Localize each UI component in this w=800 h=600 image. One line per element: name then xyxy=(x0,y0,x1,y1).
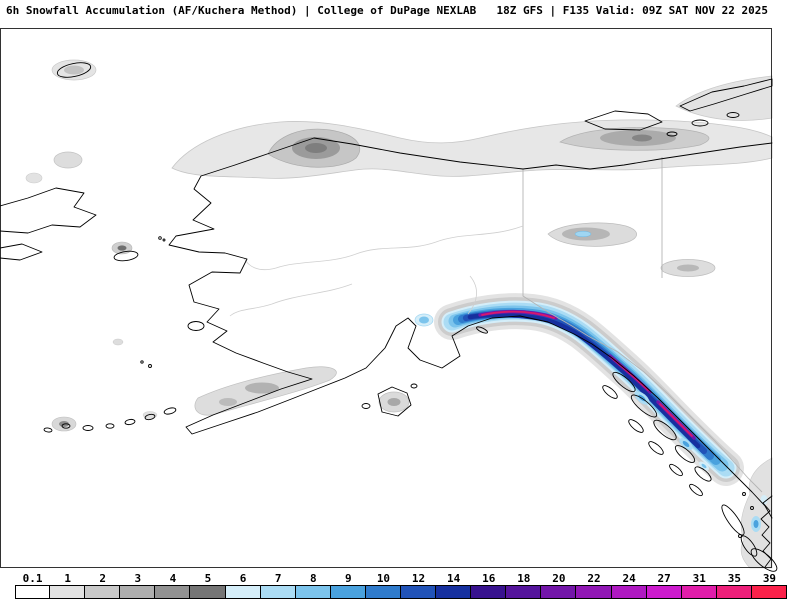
colorbar-tick-label: 18 xyxy=(517,572,531,585)
map-title: 6h Snowfall Accumulation (AF/Kuchera Met… xyxy=(6,4,477,17)
colorbar-swatch xyxy=(470,585,507,599)
colorbar-tick-label: 24 xyxy=(622,572,636,585)
colorbar-tick-label: 0.1 xyxy=(22,572,43,585)
colorbar-labels: 0.1 1 2 3 4 5 6 7 8 9 10 12 14 16 18 20 22 24 27 31 35 39 xyxy=(15,572,787,585)
colorbar-tick-label: 1 xyxy=(64,572,71,585)
colorbar-tick-label: 9 xyxy=(345,572,352,585)
colorbar-swatch xyxy=(15,585,51,599)
colorbar-swatch xyxy=(294,585,331,599)
colorbar-swatch xyxy=(259,585,296,599)
colorbar: 0.1 1 2 3 4 5 6 7 8 9 10 12 14 16 18 20 22 24 27 31 35 39 xyxy=(15,572,787,599)
colorbar-tick-label: 5 xyxy=(204,572,212,585)
snowfall-shading xyxy=(25,59,773,569)
colorbar-tick-label: 2 xyxy=(99,572,107,585)
colorbar-tick-label: 12 xyxy=(411,572,426,585)
colorbar-swatch xyxy=(49,585,86,599)
model-valid-time: 18Z GFS | F135 Valid: 09Z SAT NOV 22 202… xyxy=(496,4,768,17)
colorbar-swatch xyxy=(154,585,191,599)
colorbar-tick-label: 31 xyxy=(692,572,706,585)
colorbar-tick-label: 3 xyxy=(134,572,142,585)
colorbar-swatch xyxy=(680,585,717,599)
colorbar-tick-label: 8 xyxy=(309,572,317,585)
colorbar-swatch xyxy=(189,585,226,599)
colorbar-swatch xyxy=(364,585,401,599)
colorbar-swatch xyxy=(84,585,121,599)
colorbar-swatch xyxy=(329,585,366,599)
snow-band-gulf-coast xyxy=(434,293,744,486)
colorbar-swatch xyxy=(224,585,261,599)
colorbar-swatch xyxy=(435,585,472,599)
colorbar-swatches xyxy=(15,585,787,599)
colorbar-swatch xyxy=(399,585,437,599)
colorbar-swatch xyxy=(610,585,647,599)
political-borders xyxy=(522,157,763,493)
coastlines xyxy=(0,62,778,572)
colorbar-tick-label: 6 xyxy=(239,572,247,585)
colorbar-tick-label: 14 xyxy=(447,572,461,585)
colorbar-tick-label: 35 xyxy=(727,572,741,585)
colorbar-swatch xyxy=(540,585,577,599)
colorbar-tick-label: 22 xyxy=(587,572,601,585)
colorbar-swatch xyxy=(750,585,787,599)
colorbar-tick-label: 20 xyxy=(552,572,566,585)
colorbar-tick-label: 10 xyxy=(376,572,391,585)
colorbar-tick-label: 39 xyxy=(762,572,777,585)
colorbar-swatch xyxy=(505,585,542,599)
colorbar-tick-label: 7 xyxy=(274,572,282,585)
map-frame xyxy=(0,28,772,568)
alaska-coastline xyxy=(168,137,773,519)
rivers xyxy=(229,225,524,317)
colorbar-swatch xyxy=(715,585,752,599)
alaska-snowfall-map xyxy=(0,28,778,572)
title-bar: 6h Snowfall Accumulation (AF/Kuchera Met… xyxy=(6,4,792,17)
colorbar-swatch xyxy=(575,585,612,599)
colorbar-tick-label: 4 xyxy=(169,572,177,585)
colorbar-swatch xyxy=(119,585,156,599)
colorbar-tick-label: 27 xyxy=(657,572,671,585)
colorbar-tick-label: 16 xyxy=(482,572,496,585)
weather-map xyxy=(0,26,800,572)
colorbar-swatch xyxy=(645,585,682,599)
